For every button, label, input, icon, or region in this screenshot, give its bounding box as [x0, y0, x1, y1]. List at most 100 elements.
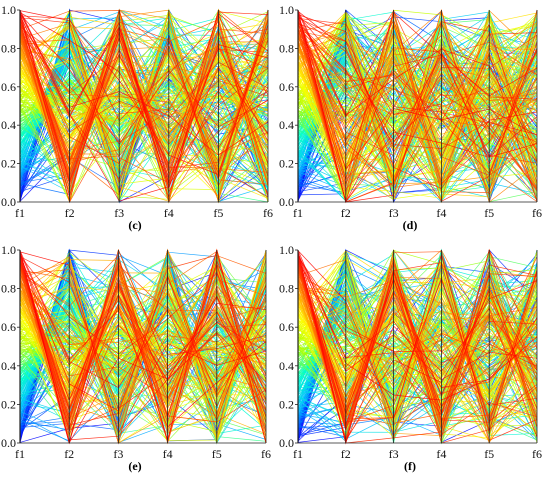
polyline-group — [297, 8, 538, 204]
axes-group — [297, 250, 538, 444]
y-tick-label: 0.6 — [1, 320, 16, 334]
data-line — [297, 267, 538, 427]
data-line — [19, 248, 267, 444]
y-ticks: 0.0 0.2 0.4 0.6 0.8 1.0 — [279, 243, 298, 450]
data-line — [19, 255, 267, 441]
data-line — [297, 259, 538, 437]
x-tick-label: f6 — [263, 206, 273, 220]
x-tick-label: f1 — [15, 206, 25, 220]
data-line — [297, 256, 538, 440]
data-line — [297, 11, 538, 158]
data-line — [297, 45, 538, 202]
y-tick-label: 0.8 — [1, 41, 16, 55]
data-line — [19, 10, 269, 175]
y-ticks: 0.0 0.2 0.4 0.6 0.8 1.0 — [1, 3, 20, 209]
polyline-group — [19, 8, 269, 204]
y-tick-label: 0.2 — [279, 157, 294, 171]
data-line — [297, 276, 538, 432]
polyline-group — [297, 248, 538, 445]
y-tick-label: 1.0 — [1, 3, 16, 17]
data-line — [297, 248, 538, 439]
data-line — [19, 11, 269, 198]
data-line — [19, 257, 267, 441]
data-line — [297, 11, 538, 178]
x-tick-label: f4 — [436, 206, 446, 220]
x-tick-label: f3 — [113, 447, 123, 461]
data-line — [297, 33, 538, 178]
x-tick-label: f5 — [212, 447, 222, 461]
data-line — [19, 33, 269, 196]
chart-panel-c: 0.0 0.2 0.4 0.6 0.8 1.0 f1 f2 f3 f4 f5 f6 (c) — [1, 3, 273, 232]
data-line — [297, 16, 538, 175]
panel-label: (d) — [403, 218, 418, 232]
y-ticks: 0.0 0.2 0.4 0.6 0.8 1.0 — [1, 243, 20, 450]
data-line — [297, 16, 538, 143]
data-line — [19, 260, 267, 426]
data-line — [297, 10, 538, 192]
y-tick-label: 0.4 — [279, 118, 294, 132]
data-line — [19, 265, 267, 444]
data-line — [19, 28, 269, 190]
data-line — [297, 24, 538, 124]
data-line — [297, 18, 538, 122]
data-line — [297, 272, 538, 418]
data-line — [297, 29, 538, 189]
data-line — [19, 50, 269, 165]
chart-panel-d: 0.0 0.2 0.4 0.6 0.8 1.0 f1 f2 f3 f4 f5 f6 (d) — [279, 3, 542, 232]
panel-label: (c) — [128, 218, 141, 232]
x-tick-label: f1 — [293, 206, 303, 220]
chart-panel-f: 0.0 0.2 0.4 0.6 0.8 1.0 f1 f2 f3 f4 f5 f6 (f) — [279, 243, 542, 473]
y-tick-label: 0.0 — [1, 195, 16, 209]
data-line — [297, 269, 538, 404]
x-tick-label: f5 — [213, 206, 223, 220]
chart-panel-e: 0.0 0.2 0.4 0.6 0.8 1.0 f1 f2 f3 f4 f5 f6 (e) — [1, 243, 271, 473]
y-tick-label: 0.2 — [1, 157, 16, 171]
polyline-group — [19, 248, 267, 445]
data-line — [19, 264, 267, 418]
data-line — [19, 30, 269, 161]
data-line — [19, 25, 269, 180]
data-line — [297, 255, 538, 422]
y-tick-label: 0.2 — [279, 397, 294, 411]
data-line — [297, 23, 538, 190]
data-line — [19, 18, 269, 133]
y-tick-label: 1.0 — [1, 243, 16, 257]
data-line — [19, 260, 267, 444]
x-ticks: f1 f2 f3 f4 f5 f6 — [293, 206, 542, 220]
x-tick-label: f6 — [532, 447, 542, 461]
x-tick-label: f4 — [163, 447, 173, 461]
data-line — [297, 25, 538, 105]
y-tick-label: 0.6 — [279, 320, 294, 334]
data-line — [297, 282, 538, 372]
y-tick-label: 0.6 — [1, 80, 16, 94]
data-line — [19, 20, 269, 173]
data-line — [297, 11, 538, 202]
data-line — [297, 250, 538, 329]
data-line — [19, 11, 269, 202]
data-line — [19, 63, 269, 195]
data-line — [297, 23, 538, 164]
data-line — [297, 250, 538, 433]
data-line — [297, 262, 538, 409]
data-line — [19, 8, 269, 190]
x-ticks: f1 f2 f3 f4 f5 f6 — [293, 447, 542, 461]
data-line — [297, 253, 538, 381]
data-line — [19, 255, 267, 445]
data-line — [19, 23, 269, 135]
x-tick-label: f4 — [436, 447, 446, 461]
data-line — [19, 313, 267, 441]
data-line — [297, 14, 538, 202]
y-tick-label: 0.0 — [279, 436, 294, 450]
data-line — [297, 23, 538, 92]
data-line — [297, 249, 538, 399]
data-line — [19, 269, 267, 416]
data-line — [297, 256, 538, 423]
x-tick-label: f1 — [293, 447, 303, 461]
y-tick-label: 0.8 — [279, 41, 294, 55]
y-tick-label: 0.8 — [279, 282, 294, 296]
data-line — [19, 284, 267, 389]
x-tick-label: f5 — [484, 447, 494, 461]
y-tick-label: 0.0 — [279, 195, 294, 209]
data-line — [19, 282, 267, 420]
